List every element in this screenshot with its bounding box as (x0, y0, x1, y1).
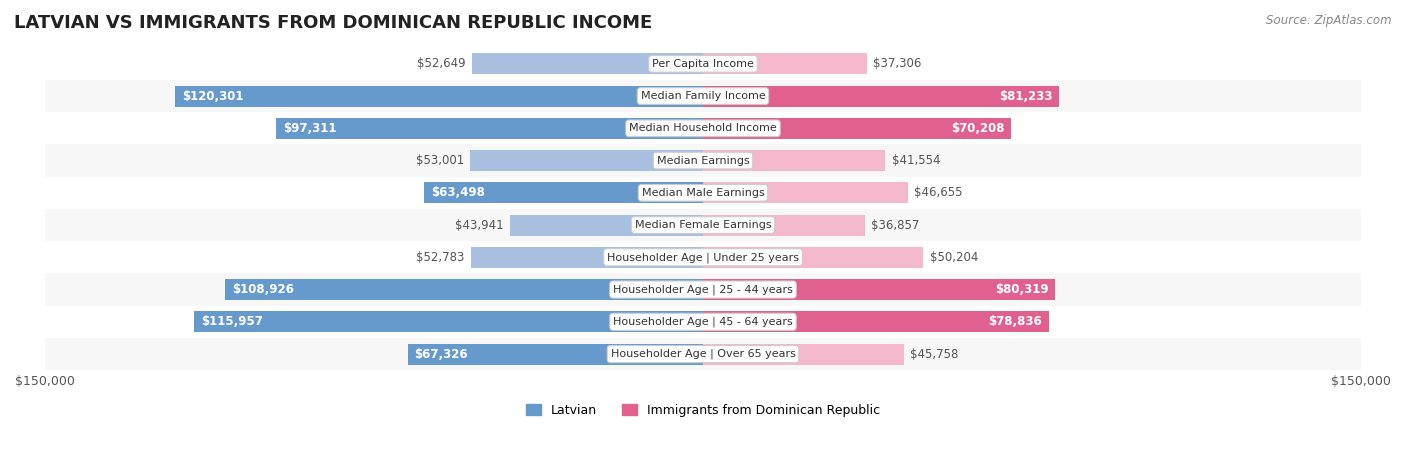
Bar (703, 182, 908, 203)
Bar (45, 306, 1361, 338)
Bar (425, 182, 703, 203)
Bar (276, 118, 703, 139)
Bar (45, 338, 1361, 370)
Text: Median Household Income: Median Household Income (628, 123, 778, 133)
Text: LATVIAN VS IMMIGRANTS FROM DOMINICAN REPUBLIC INCOME: LATVIAN VS IMMIGRANTS FROM DOMINICAN REP… (14, 14, 652, 32)
Text: $67,326: $67,326 (415, 347, 468, 361)
Text: $108,926: $108,926 (232, 283, 294, 296)
Text: $46,655: $46,655 (914, 186, 963, 199)
Text: Per Capita Income: Per Capita Income (652, 59, 754, 69)
Text: $78,836: $78,836 (988, 315, 1042, 328)
Text: $36,857: $36,857 (872, 219, 920, 232)
Bar (45, 209, 1361, 241)
Bar (45, 144, 1361, 177)
Bar (703, 53, 866, 74)
Bar (703, 344, 904, 365)
Bar (45, 48, 1361, 80)
Bar (45, 241, 1361, 274)
Text: $43,941: $43,941 (456, 219, 503, 232)
Text: $80,319: $80,319 (995, 283, 1049, 296)
Text: $45,758: $45,758 (910, 347, 959, 361)
Bar (703, 247, 924, 268)
Legend: Latvian, Immigrants from Dominican Republic: Latvian, Immigrants from Dominican Repub… (520, 399, 886, 422)
Bar (45, 274, 1361, 306)
Text: Householder Age | 45 - 64 years: Householder Age | 45 - 64 years (613, 317, 793, 327)
Text: $50,204: $50,204 (929, 251, 979, 264)
Bar (194, 311, 703, 333)
Text: Householder Age | Under 25 years: Householder Age | Under 25 years (607, 252, 799, 262)
Bar (45, 177, 1361, 209)
Bar (703, 150, 886, 171)
Bar (45, 112, 1361, 144)
Bar (703, 311, 1049, 333)
Bar (408, 344, 703, 365)
Text: $53,001: $53,001 (416, 154, 464, 167)
Text: $81,233: $81,233 (1000, 90, 1053, 103)
Text: $63,498: $63,498 (432, 186, 485, 199)
Text: $120,301: $120,301 (181, 90, 243, 103)
Text: $97,311: $97,311 (283, 122, 336, 135)
Text: Householder Age | Over 65 years: Householder Age | Over 65 years (610, 349, 796, 359)
Bar (472, 53, 703, 74)
Text: $52,649: $52,649 (416, 57, 465, 71)
Text: $70,208: $70,208 (950, 122, 1004, 135)
Bar (225, 279, 703, 300)
Text: $41,554: $41,554 (891, 154, 941, 167)
Bar (510, 214, 703, 235)
Text: $37,306: $37,306 (873, 57, 921, 71)
Text: Median Female Earnings: Median Female Earnings (634, 220, 772, 230)
Bar (176, 85, 703, 106)
Text: Median Male Earnings: Median Male Earnings (641, 188, 765, 198)
Text: $52,783: $52,783 (416, 251, 465, 264)
Text: Median Family Income: Median Family Income (641, 91, 765, 101)
Text: $115,957: $115,957 (201, 315, 263, 328)
Bar (703, 85, 1059, 106)
Text: Householder Age | 25 - 44 years: Householder Age | 25 - 44 years (613, 284, 793, 295)
Text: Median Earnings: Median Earnings (657, 156, 749, 166)
Bar (471, 150, 703, 171)
Bar (703, 118, 1011, 139)
Bar (471, 247, 703, 268)
Bar (45, 80, 1361, 112)
Text: Source: ZipAtlas.com: Source: ZipAtlas.com (1267, 14, 1392, 27)
Bar (703, 214, 865, 235)
Bar (703, 279, 1056, 300)
